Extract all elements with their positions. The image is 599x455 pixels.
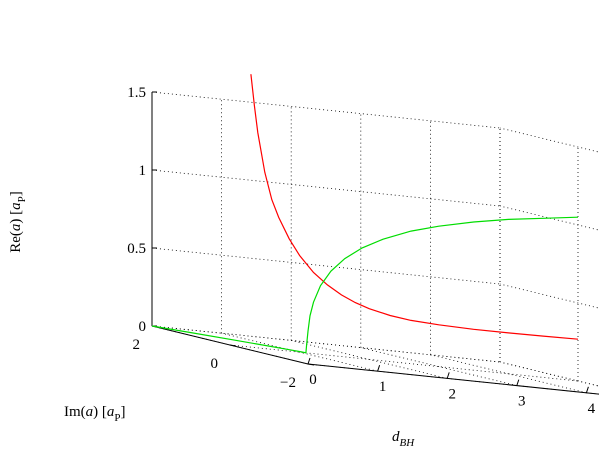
x-tick-label: 4 [588,401,596,417]
gridline-floor-x [360,347,517,386]
x-tick-label: 3 [518,394,526,410]
y-tick-label: 0 [211,356,219,372]
gridline-floor-x [221,332,378,372]
z-tick-label: 1 [139,163,147,179]
x-tick-label: 1 [379,379,387,395]
gridline-floor-x [499,361,599,387]
series-line-2 [151,216,579,354]
grid-lines [151,91,599,395]
y-tick-label: 2 [133,337,141,353]
x-tick-mark [516,379,520,386]
gridline-side-z [499,283,599,309]
series-line-1 [250,74,579,340]
z-tick-label: 1.5 [127,85,146,101]
x-tick-mark [446,372,450,379]
gridline-floor-x [430,354,587,394]
z-tick-label: 0 [139,319,147,335]
x-tick-mark [377,365,381,372]
gridline-side-z [499,205,599,231]
y-tick-mark [307,363,315,366]
x-axis-line [307,363,599,395]
y-tick-mark [229,344,237,347]
z-tick-label: 0.5 [127,241,146,257]
gridline-side-z [499,127,599,153]
gridline-back-z [151,91,501,129]
series-lines [151,74,579,354]
x-tick-label: 0 [309,372,317,388]
axis-lines [151,91,599,395]
y-tick-label: −2 [280,375,296,391]
gridline-floor-x [291,340,448,379]
x-tick-label: 2 [448,386,456,402]
x-tick-mark [585,386,589,393]
x-tick-mark [307,357,311,365]
y-axis-label: Im(a) [aP] [64,404,126,424]
gridline-back-z [151,169,501,207]
x-axis-label: dBH [392,429,415,449]
gridline-side-z [499,361,599,387]
z-axis-label: Re(a) [aP] [8,191,28,253]
gridline-back-z [151,325,501,363]
